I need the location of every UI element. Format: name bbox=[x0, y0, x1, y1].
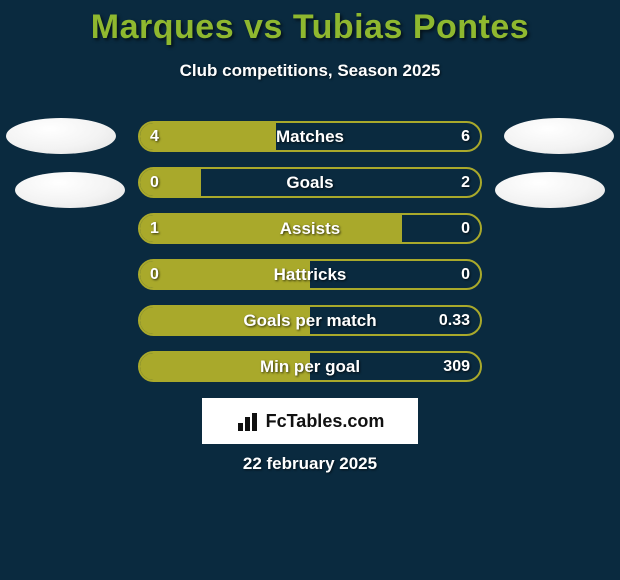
logo-text: FcTables.com bbox=[266, 411, 385, 432]
stat-value-left: 0 bbox=[150, 259, 159, 290]
stat-value-left: 0 bbox=[150, 167, 159, 198]
bar-chart-icon bbox=[236, 411, 260, 431]
stat-row: Goals per match0.33 bbox=[0, 305, 620, 336]
stat-value-right: 0.33 bbox=[439, 305, 470, 336]
page-subtitle: Club competitions, Season 2025 bbox=[0, 61, 620, 81]
stat-label: Hattricks bbox=[138, 259, 482, 290]
stat-row: Assists1 0 bbox=[0, 213, 620, 244]
stat-value-right: 0 bbox=[461, 213, 470, 244]
stat-value-left: 4 bbox=[150, 121, 159, 152]
page-title: Marques vs Tubias Pontes bbox=[0, 0, 620, 47]
stat-value-right: 2 bbox=[461, 167, 470, 198]
stat-value-left: 1 bbox=[150, 213, 159, 244]
stat-value-right: 309 bbox=[443, 351, 470, 382]
stats-container: Matches46Goals02Assists10Hattricks00Goal… bbox=[0, 121, 620, 382]
stat-label: Goals per match bbox=[138, 305, 482, 336]
stat-label: Matches bbox=[138, 121, 482, 152]
stat-label: Goals bbox=[138, 167, 482, 198]
fctables-logo: FcTables.com bbox=[202, 398, 418, 444]
stat-value-right: 0 bbox=[461, 259, 470, 290]
stat-row: Min per goal309 bbox=[0, 351, 620, 382]
stat-row: Hattricks0 0 bbox=[0, 259, 620, 290]
stat-value-right: 6 bbox=[461, 121, 470, 152]
stat-label: Assists bbox=[138, 213, 482, 244]
footer-date: 22 february 2025 bbox=[0, 454, 620, 474]
stat-row: Matches4 6 bbox=[0, 121, 620, 152]
stat-row: Goals0 2 bbox=[0, 167, 620, 198]
stat-label: Min per goal bbox=[138, 351, 482, 382]
